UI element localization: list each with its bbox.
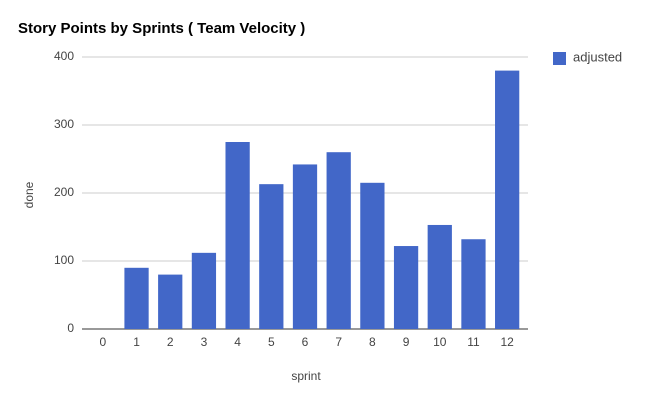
bar [191, 252, 217, 329]
bar [495, 70, 520, 329]
x-axis-label: sprint [291, 369, 321, 383]
bar [461, 239, 486, 329]
x-tick-label: 3 [201, 335, 208, 349]
x-tick-label: 2 [167, 335, 174, 349]
y-tick-label: 100 [54, 253, 74, 267]
x-tick-label: 8 [369, 335, 376, 349]
bar [124, 267, 149, 329]
y-tick-label: 400 [54, 49, 74, 63]
x-tick-label: 7 [335, 335, 342, 349]
y-tick-label: 300 [54, 117, 74, 131]
x-tick-label: 4 [234, 335, 241, 349]
bar [427, 224, 452, 329]
bar [393, 246, 419, 329]
bar [292, 164, 318, 329]
y-axis-label: done [22, 181, 36, 208]
legend-label: adjusted [573, 49, 622, 64]
bar [326, 152, 351, 329]
bar [259, 184, 284, 329]
bar [225, 142, 250, 329]
x-tick-label: 1 [133, 335, 140, 349]
x-tick-label: 0 [100, 335, 107, 349]
legend-swatch [553, 52, 566, 65]
x-tick-label: 9 [403, 335, 410, 349]
x-tick-label: 12 [500, 335, 514, 349]
chart-title: Story Points by Sprints ( Team Velocity … [18, 20, 305, 37]
bar [360, 182, 385, 329]
x-tick-label: 10 [433, 335, 447, 349]
x-tick-label: 5 [268, 335, 275, 349]
y-tick-label: 0 [67, 321, 74, 335]
bar [158, 274, 183, 329]
x-tick-label: 6 [302, 335, 309, 349]
y-tick-label: 200 [54, 185, 74, 199]
x-tick-label: 11 [467, 335, 480, 349]
